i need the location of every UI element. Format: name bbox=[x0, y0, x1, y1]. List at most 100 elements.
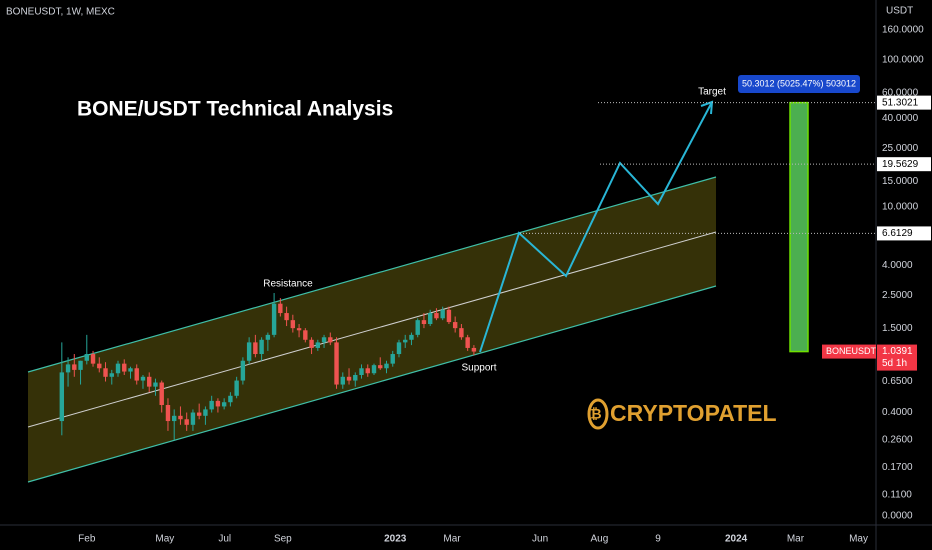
y-tick-label: 1.5000 bbox=[882, 323, 913, 334]
level-box bbox=[877, 226, 931, 241]
candle-body bbox=[371, 365, 377, 374]
candle-body bbox=[72, 364, 77, 370]
candle-body bbox=[196, 412, 202, 416]
y-tick-label: 0.1100 bbox=[882, 490, 912, 501]
candle-body bbox=[315, 342, 321, 348]
candle-body bbox=[115, 363, 121, 374]
x-tick-label: 2023 bbox=[384, 534, 407, 545]
x-tick-label: 9 bbox=[655, 534, 661, 545]
level-label: 19.5629 bbox=[882, 159, 919, 170]
y-tick-label: 25.0000 bbox=[882, 143, 919, 154]
candle-body bbox=[421, 320, 427, 325]
candle-body bbox=[78, 360, 83, 370]
x-tick-label: May bbox=[155, 534, 174, 545]
last-price-box bbox=[877, 344, 917, 371]
y-tick-label: 2.5000 bbox=[882, 290, 913, 301]
candle-body bbox=[465, 337, 470, 348]
candle-body bbox=[390, 354, 395, 364]
candle-body bbox=[59, 372, 65, 422]
projection-arrowhead bbox=[700, 100, 714, 115]
candle-body bbox=[84, 354, 89, 361]
candle-body bbox=[440, 309, 445, 319]
candle-body bbox=[365, 368, 370, 374]
candle-body bbox=[359, 368, 364, 375]
candle-body bbox=[134, 368, 139, 381]
candle-body bbox=[459, 328, 464, 338]
y-tick-label: 40.0000 bbox=[882, 113, 919, 124]
annotation: Target bbox=[698, 87, 726, 98]
countdown: 5d 1h bbox=[882, 358, 907, 369]
x-tick-label: Jul bbox=[218, 534, 231, 545]
level-label: 51.3021 bbox=[882, 97, 919, 108]
y-tick-label: 0.1700 bbox=[882, 462, 913, 473]
candle-body bbox=[259, 339, 264, 355]
candle-body bbox=[234, 380, 239, 396]
y-tick-label: 0.6500 bbox=[882, 376, 913, 387]
watermark-logo: ₿ bbox=[587, 398, 609, 430]
candle-body bbox=[203, 409, 208, 416]
candle-body bbox=[284, 313, 289, 321]
candle-body bbox=[384, 363, 389, 369]
candle-body bbox=[446, 309, 452, 323]
marks bbox=[59, 101, 876, 441]
currency: USDT bbox=[886, 6, 913, 17]
measure-label: 50.3012 (5025.47%) 503012 bbox=[742, 78, 856, 88]
candle-body bbox=[265, 334, 271, 340]
candle-body bbox=[97, 363, 102, 369]
candle-body bbox=[221, 402, 227, 407]
candle-body bbox=[309, 339, 314, 348]
y-tick-label: 10.0000 bbox=[882, 202, 919, 213]
candle-body bbox=[90, 354, 96, 364]
candle-body bbox=[321, 337, 327, 343]
target-bar bbox=[789, 101, 809, 353]
candle-body bbox=[396, 342, 402, 355]
candle-body bbox=[290, 320, 296, 329]
annotation: Resistance bbox=[263, 279, 313, 290]
candle-body bbox=[153, 382, 158, 387]
y-tick-label: 0.0000 bbox=[882, 511, 913, 522]
level-box bbox=[877, 95, 931, 110]
header: BONEUSDT, 1W, MEXC bbox=[6, 7, 115, 18]
candle-body bbox=[471, 347, 477, 352]
candle-body bbox=[328, 337, 333, 343]
candle-body bbox=[128, 368, 133, 372]
candle-body bbox=[303, 330, 308, 340]
candle-body bbox=[346, 376, 352, 381]
measure-box bbox=[738, 75, 860, 93]
logo-mark: ₿ bbox=[590, 406, 601, 422]
last-symbol-box bbox=[822, 344, 876, 359]
candle-body bbox=[178, 415, 183, 420]
candle-body bbox=[340, 376, 345, 385]
candle-body bbox=[271, 303, 277, 335]
x-tick-label: May bbox=[849, 534, 868, 545]
candle-body bbox=[209, 400, 214, 410]
projection-path bbox=[479, 101, 713, 353]
channel-lower bbox=[27, 285, 717, 483]
x-tick-label: Sep bbox=[274, 534, 292, 545]
x-tick-label: Mar bbox=[787, 534, 805, 545]
x-tick-label: Feb bbox=[78, 534, 96, 545]
candle-body bbox=[240, 360, 246, 381]
y-tick-label: 0.4000 bbox=[882, 407, 913, 418]
logo-ring bbox=[587, 398, 609, 430]
candle-body bbox=[334, 342, 339, 385]
candle-body bbox=[228, 395, 233, 403]
y-tick-label: 0.2600 bbox=[882, 435, 913, 446]
candle-body bbox=[353, 374, 358, 381]
candle-body bbox=[403, 339, 408, 343]
y-tick-label: 60.0000 bbox=[882, 87, 919, 98]
candle-body bbox=[296, 328, 302, 331]
candle-body bbox=[109, 373, 114, 377]
candle-body bbox=[415, 320, 420, 335]
candle-body bbox=[147, 376, 152, 387]
candle-body bbox=[434, 313, 439, 319]
candle-body bbox=[253, 342, 258, 355]
channel-upper bbox=[27, 176, 717, 373]
x-tick-label: Aug bbox=[591, 534, 609, 545]
x-tick-label: Mar bbox=[443, 534, 461, 545]
annotation: Support bbox=[461, 363, 496, 374]
candle-body bbox=[409, 334, 414, 340]
candle-body bbox=[172, 415, 177, 422]
candle-body bbox=[278, 303, 283, 314]
